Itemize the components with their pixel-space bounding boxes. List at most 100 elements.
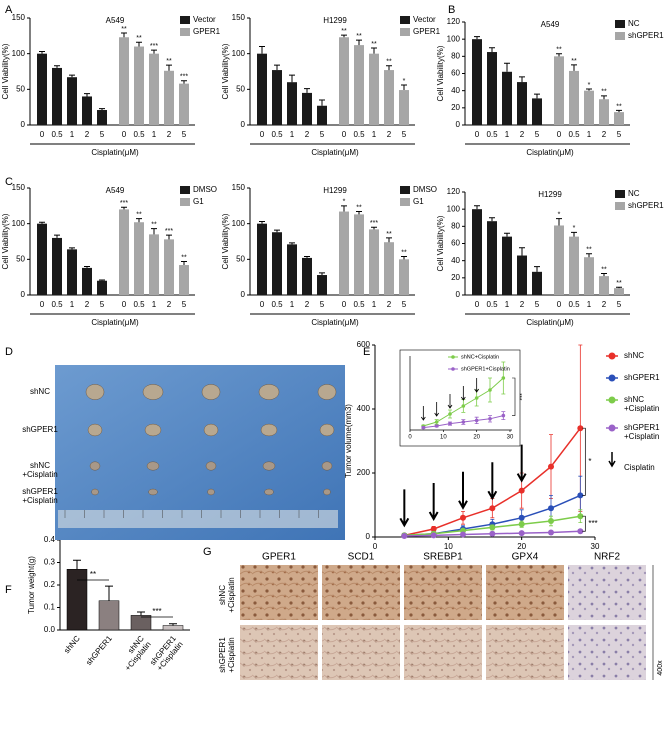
x-tick-label: 10: [444, 542, 453, 551]
bar: [339, 37, 349, 126]
x-tick-label: 0: [40, 300, 45, 309]
legend-label: shNC: [624, 351, 645, 360]
row-label: shNC +Cisplatin: [22, 461, 58, 479]
significance: **: [371, 41, 377, 48]
inset-bracket: [512, 377, 516, 416]
panel-letter: B: [448, 4, 455, 16]
bar: [369, 229, 379, 295]
point: [577, 528, 584, 535]
legend-swatch: [180, 198, 190, 206]
x-tick-label: 5: [320, 130, 325, 139]
chart-title: H1299: [323, 16, 347, 25]
bar: [287, 244, 297, 295]
chart-title: A549: [541, 20, 560, 29]
bar: [354, 45, 364, 125]
error-bar: [181, 260, 187, 266]
magnification: 400x: [657, 660, 664, 676]
legend-label: G1: [413, 197, 424, 206]
point: [489, 505, 496, 512]
error-bar: [386, 237, 392, 243]
ihc-image: [568, 625, 646, 680]
y-tick-label: 200: [357, 468, 371, 477]
error-bar: [489, 217, 495, 222]
y-tick-label: 400: [357, 404, 371, 413]
x-tick-label: 1: [372, 130, 377, 139]
bar: [399, 259, 409, 295]
tumor: [144, 423, 162, 437]
x-tick-label: 2: [387, 130, 392, 139]
tumor: [258, 384, 280, 400]
significance: **: [586, 247, 592, 254]
bar: [614, 288, 624, 295]
bar: [354, 214, 364, 295]
error-bar: [474, 205, 480, 210]
y-tick-label: 100: [447, 204, 461, 213]
legend-swatch: [180, 186, 190, 194]
error-bar: [181, 80, 187, 84]
legend-marker: [608, 396, 616, 404]
legend-label: shNC +Cisplatin: [624, 395, 660, 413]
bar: [599, 99, 609, 125]
y-axis-label: Cell Viability(%): [436, 45, 445, 101]
error-bar: [586, 253, 592, 258]
chart-title: A549: [106, 186, 125, 195]
point: [430, 532, 437, 539]
point: [474, 396, 479, 400]
bar: [130, 615, 152, 631]
ihc-image: [322, 565, 400, 620]
x-axis-label: Cisplatin(μM): [91, 148, 139, 157]
point: [488, 417, 492, 421]
x-tick-label: 0: [342, 300, 347, 309]
point: [460, 514, 466, 521]
tumor: [323, 488, 331, 496]
x-tick-label: 0: [260, 130, 265, 139]
bar: [162, 625, 184, 631]
y-axis-label: Cell Viability(%): [1, 213, 10, 269]
bracket: [582, 427, 586, 496]
x-tick-label: 2: [602, 130, 607, 139]
x-tick-label: 1: [372, 300, 377, 309]
x-tick-label: 0.5: [353, 130, 365, 139]
point: [577, 492, 584, 499]
significance: **: [341, 28, 347, 35]
point: [489, 524, 496, 531]
error-bar: [289, 242, 295, 245]
error-bar: [274, 64, 280, 71]
error-bar: [304, 88, 310, 93]
x-tick-label: 1: [505, 130, 510, 139]
x-tick-label: 1: [587, 300, 592, 309]
error-bar: [401, 255, 407, 260]
tumor: [264, 488, 274, 496]
y-tick-label: 150: [12, 183, 26, 192]
y-tick-label: 100: [232, 219, 246, 228]
x-tick-label: 2: [520, 130, 525, 139]
bar: [257, 53, 267, 125]
x-tick-label: 5: [535, 300, 540, 309]
legend-label: GPER1: [193, 27, 221, 36]
error-bar: [84, 265, 90, 268]
error-bar: [259, 221, 265, 224]
legend-label: NC: [628, 19, 640, 28]
significance: ***: [165, 228, 173, 235]
error-bar: [169, 623, 177, 626]
bar: [339, 211, 349, 295]
bar: [517, 255, 527, 295]
bar: [532, 271, 542, 295]
legend-label: shGPER1: [628, 201, 664, 210]
y-axis-label: Tumor volume(mm3): [344, 404, 353, 478]
x-tick-label: 0.5: [271, 300, 283, 309]
tumor: [317, 384, 337, 400]
panel-letter: C: [5, 176, 13, 188]
bar: [257, 223, 267, 295]
bar: [134, 222, 144, 295]
ihc-image: [240, 565, 318, 620]
annotation: ***: [588, 519, 597, 528]
inset-arrow: [474, 378, 479, 393]
x-tick-label: 30: [591, 542, 600, 551]
significance: **: [556, 47, 562, 54]
inset-x-tick-label: 10: [440, 435, 447, 441]
x-tick-label: 2: [305, 300, 310, 309]
bar: [164, 239, 174, 295]
tumor: [205, 461, 217, 471]
x-tick-label: 0.5: [271, 130, 283, 139]
